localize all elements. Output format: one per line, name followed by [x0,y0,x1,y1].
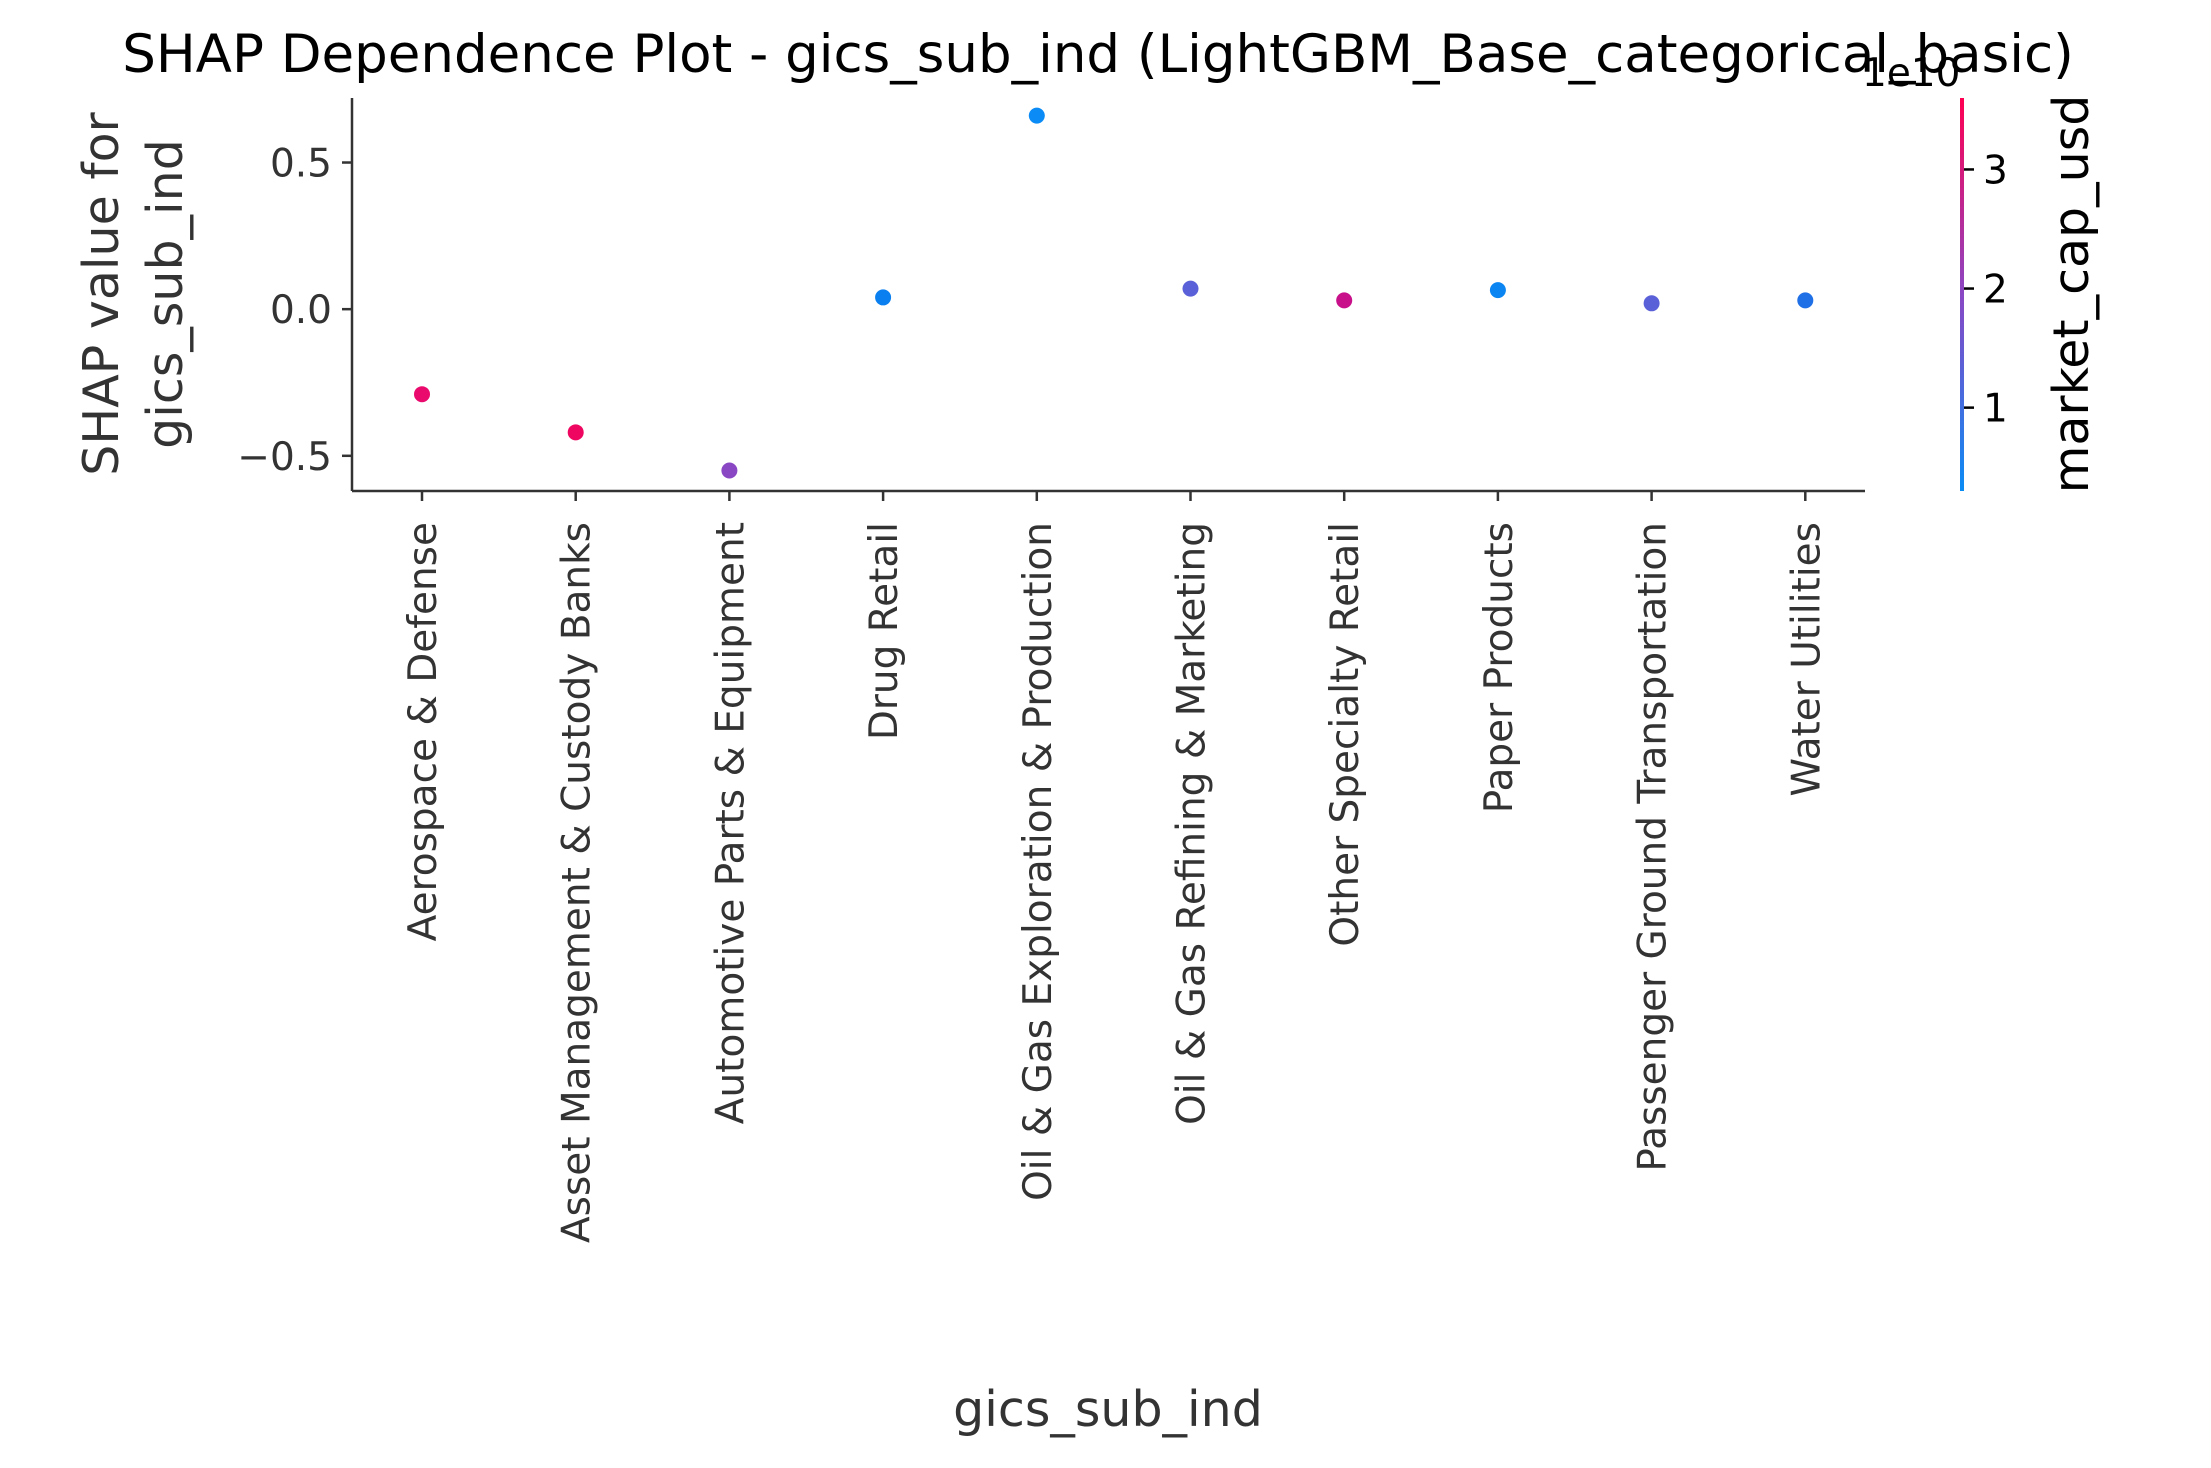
x-tick-label: Passenger Ground Transportation [1631,522,1676,1172]
x-tick-label: Other Specialty Retail [1323,522,1368,947]
data-point [414,386,430,403]
x-tick-label: Aerospace & Defense [401,522,446,941]
x-tick-label: Water Utilities [1784,522,1829,796]
y-tick-label: −0.5 [237,435,332,480]
data-point [1797,292,1814,309]
scatter-points [414,107,1814,479]
y-ticks: −0.5 0.0 0.5 [237,142,352,480]
colorbar-offset-text: 1e10 [1862,51,1960,96]
x-axis-label: gics_sub_ind [953,1381,1263,1438]
data-point [1028,107,1045,124]
colorbar-tick-label: 2 [1983,268,2008,313]
data-point [875,289,892,306]
y-tick-label: 0.0 [270,288,332,333]
data-point [1336,292,1353,309]
x-ticks: Aerospace & Defense Asset Management & Cu… [401,491,1829,1243]
colorbar-tick-label: 1 [1983,387,2008,432]
x-tick-label: Oil & Gas Exploration & Production [1016,522,1061,1201]
colorbar-label: market_cap_usd [2043,95,2100,494]
chart-title: SHAP Dependence Plot - gics_sub_ind (Lig… [122,24,2074,85]
x-tick-label: Asset Management & Custody Banks [555,522,600,1243]
x-tick-label: Paper Products [1477,522,1522,813]
colorbar-tick-label: 3 [1983,148,2008,193]
y-axis-label: SHAP value for gics_sub_ind [73,111,194,475]
y-tick-label: 0.5 [270,142,332,187]
colorbar-ticks: 1 2 3 [1964,148,2008,432]
y-axis-label-line: SHAP value for [73,111,130,475]
data-point [1182,280,1199,297]
y-axis-label-line: gics_sub_ind [137,139,194,449]
data-point [567,424,584,441]
data-point [721,462,738,479]
x-tick-label: Oil & Gas Refining & Marketing [1170,522,1215,1125]
x-tick-label: Drug Retail [862,522,907,740]
data-point [1489,282,1506,299]
colorbar [1960,98,1964,491]
data-point [1643,295,1660,312]
x-tick-label: Automotive Parts & Equipment [708,522,753,1124]
